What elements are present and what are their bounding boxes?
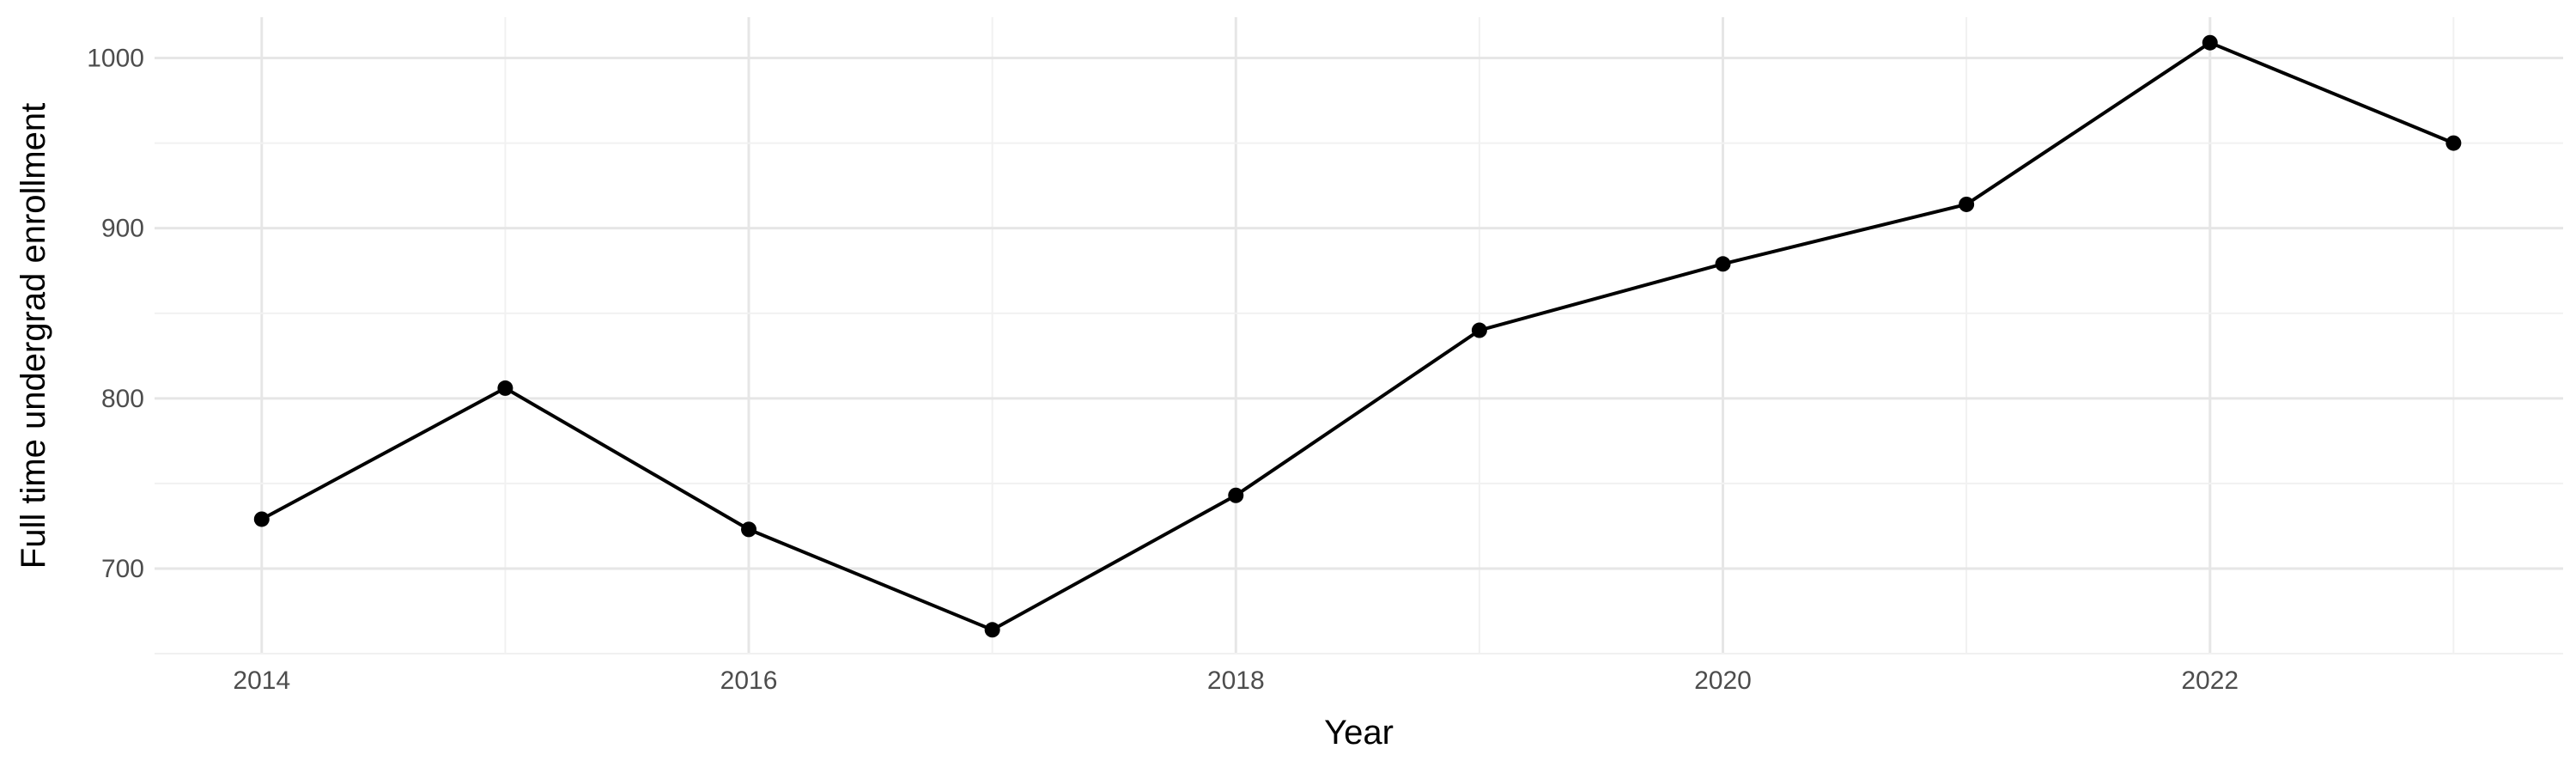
data-point bbox=[1471, 322, 1487, 338]
data-points bbox=[253, 34, 2462, 638]
data-point bbox=[1959, 196, 1975, 212]
x-axis-title: Year bbox=[1324, 714, 1394, 752]
x-tick-label: 2022 bbox=[2181, 666, 2239, 695]
x-tick-label: 2014 bbox=[233, 666, 290, 695]
x-tick-label: 2018 bbox=[1207, 666, 1265, 695]
series-line bbox=[260, 40, 2455, 632]
y-tick-label: 900 bbox=[101, 215, 144, 243]
y-tick-label: 800 bbox=[101, 385, 144, 413]
y-tick-label: 700 bbox=[101, 555, 144, 583]
tick-labels: 2014 2016 2018 2020 2022 700 800 900 1000 bbox=[87, 45, 2239, 695]
y-tick-label: 1000 bbox=[87, 45, 144, 73]
data-point bbox=[984, 622, 1000, 638]
data-point bbox=[2202, 34, 2218, 51]
data-point bbox=[1715, 256, 1731, 272]
x-tick-label: 2016 bbox=[720, 666, 778, 695]
data-point bbox=[253, 511, 270, 527]
y-axis-title: Full time undergrad enrollment bbox=[15, 103, 52, 569]
data-point bbox=[2445, 135, 2462, 151]
data-point bbox=[497, 380, 513, 396]
data-point bbox=[1228, 487, 1244, 503]
x-tick-label: 2020 bbox=[1694, 666, 1752, 695]
grid bbox=[155, 17, 2563, 655]
data-point bbox=[741, 521, 757, 538]
